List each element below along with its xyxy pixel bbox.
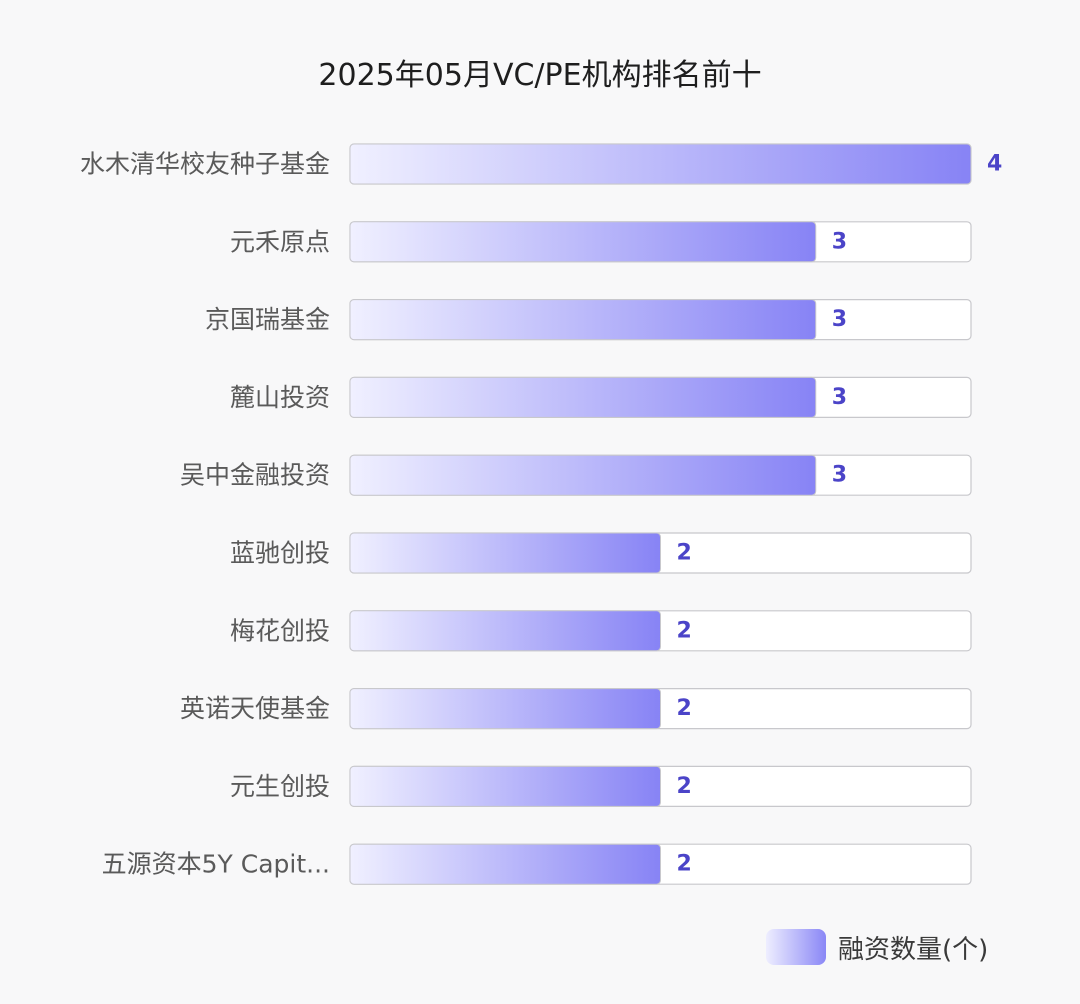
- value-label: 2: [677, 774, 692, 799]
- bar: [349, 610, 661, 652]
- legend-label: 融资数量(个): [838, 934, 989, 965]
- category-label: 元生创投: [230, 772, 330, 801]
- legend: 融资数量(个): [766, 928, 988, 966]
- bar: [349, 454, 817, 496]
- value-label: 3: [832, 463, 847, 488]
- value-label: 3: [832, 385, 847, 410]
- bar: [349, 221, 817, 263]
- bar: [349, 688, 661, 730]
- legend-swatch: [766, 929, 826, 965]
- category-label: 京国瑞基金: [205, 305, 330, 334]
- value-label: 2: [677, 852, 692, 877]
- value-label: 3: [832, 229, 847, 254]
- category-label: 元禾原点: [230, 227, 330, 256]
- value-label: 4: [987, 152, 1002, 177]
- value-label: 2: [677, 541, 692, 566]
- value-label: 2: [677, 618, 692, 643]
- value-label: 2: [677, 696, 692, 721]
- category-label: 英诺天使基金: [180, 694, 330, 723]
- bar: [349, 532, 661, 574]
- bar: [349, 143, 972, 185]
- bar: [349, 376, 817, 418]
- category-label: 蓝驰创投: [230, 539, 330, 568]
- bar: [349, 299, 817, 341]
- category-label: 五源资本5Y Capit...: [102, 850, 330, 879]
- bar: [349, 843, 661, 885]
- category-label: 梅花创投: [230, 616, 330, 645]
- bar: [349, 765, 661, 807]
- value-label: 3: [832, 307, 847, 332]
- category-label: 吴中金融投资: [180, 461, 330, 490]
- category-label: 水木清华校友种子基金: [80, 150, 330, 179]
- chart-title: 2025年05月VC/PE机构排名前十: [318, 58, 762, 93]
- category-label: 麓山投资: [230, 383, 330, 412]
